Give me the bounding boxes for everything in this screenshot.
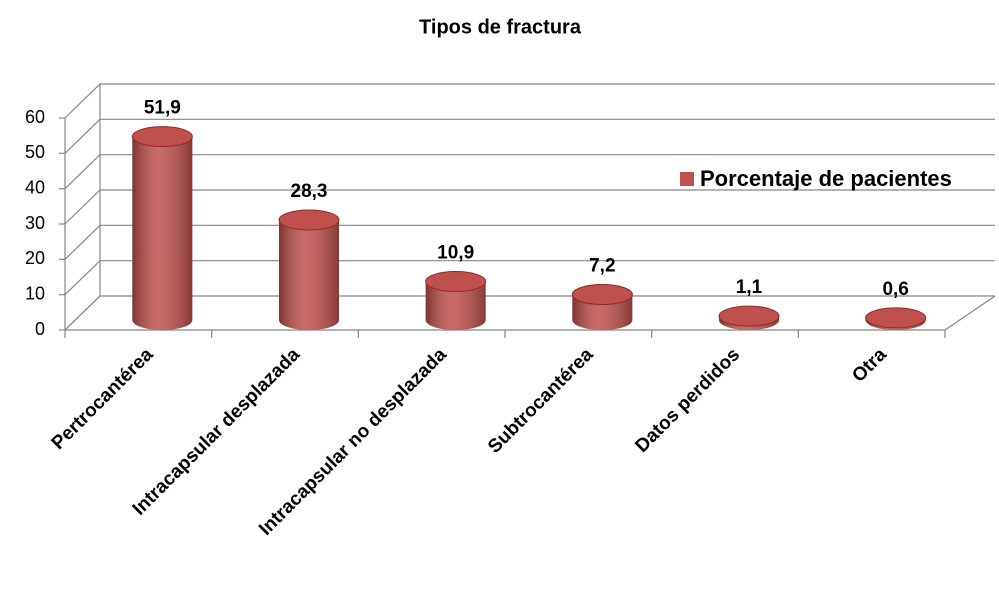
y-tick-label: 60 bbox=[25, 107, 45, 127]
grid-line bbox=[64, 118, 995, 154]
x-tick-label: Intracapsular desplazada bbox=[129, 344, 305, 520]
bar-top bbox=[865, 307, 927, 329]
data-label: 51,9 bbox=[144, 98, 181, 119]
bar-top bbox=[425, 270, 487, 292]
y-tick-label: 0 bbox=[35, 319, 45, 339]
chart-title: Tipos de fractura bbox=[419, 16, 582, 38]
legend-label: Porcentaje de pacientes bbox=[700, 166, 952, 191]
bar-top bbox=[131, 126, 193, 148]
floor bbox=[65, 295, 996, 331]
bar-top bbox=[571, 284, 633, 306]
grid-line bbox=[64, 224, 995, 260]
data-label: 1,1 bbox=[736, 277, 763, 298]
bar-shade bbox=[132, 136, 193, 330]
data-label: 10,9 bbox=[437, 243, 474, 264]
bar-top bbox=[718, 305, 780, 327]
grid-line bbox=[64, 260, 995, 296]
data-label: 28,3 bbox=[291, 181, 328, 202]
y-tick-label: 50 bbox=[25, 142, 45, 162]
x-tick-label: Pertrocantérea bbox=[48, 344, 158, 454]
y-tick-label: 40 bbox=[25, 177, 45, 197]
bar-shade bbox=[279, 220, 339, 330]
legend-swatch bbox=[680, 172, 694, 186]
grid-line bbox=[64, 295, 995, 331]
data-label: 7,2 bbox=[589, 256, 615, 277]
data-label: 0,6 bbox=[882, 279, 908, 300]
grid-line bbox=[64, 154, 995, 190]
bar-top bbox=[278, 209, 340, 231]
y-tick-label: 20 bbox=[25, 248, 45, 268]
grid-line bbox=[64, 83, 995, 119]
x-tick-label: Datos perdidos bbox=[631, 344, 744, 457]
bar-shade bbox=[425, 281, 486, 330]
y-tick-label: 10 bbox=[25, 283, 45, 303]
grid-line bbox=[64, 189, 995, 225]
x-tick-label: Otra bbox=[848, 344, 891, 387]
y-tick-label: 30 bbox=[25, 213, 45, 233]
x-tick-label: Subtrocantérea bbox=[484, 344, 598, 458]
